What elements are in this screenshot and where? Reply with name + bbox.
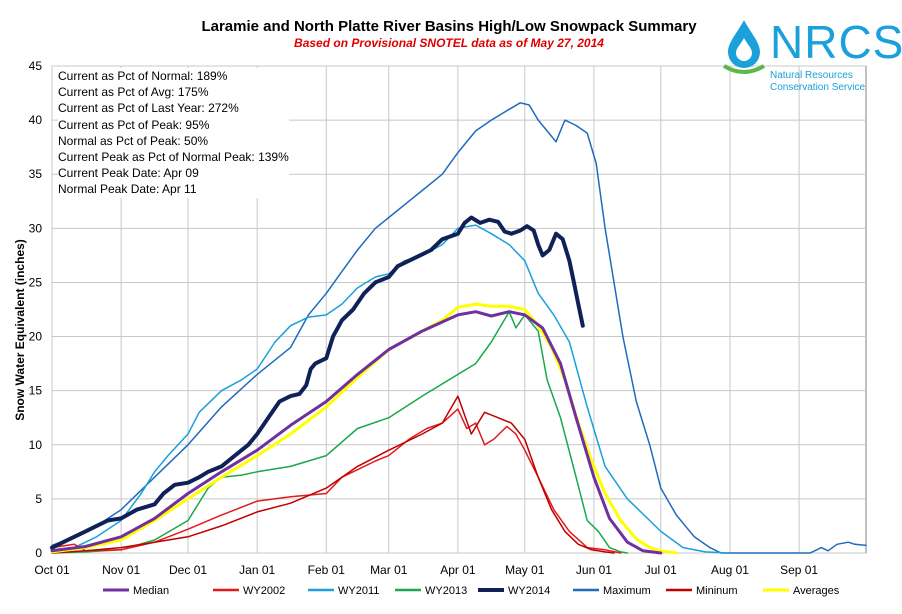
legend-label: Median	[133, 585, 169, 597]
x-tick-label: Nov 01	[102, 563, 140, 577]
series-lines	[50, 102, 867, 555]
logo-wordmark: NRCS	[770, 16, 902, 68]
y-tick-label: 30	[29, 221, 43, 235]
legend-label: Averages	[793, 585, 840, 597]
legend-label: WY2014	[508, 585, 550, 597]
series-line-wy2014	[50, 215, 585, 550]
legend-item-mininum: Mininum	[666, 585, 738, 597]
legend-item-median: Median	[103, 585, 169, 597]
y-axis-label: Snow Water Equivalent (inches)	[13, 239, 27, 421]
legend-item-wy2013: WY2013	[395, 585, 467, 597]
logo-line-2: Conservation Service	[770, 82, 866, 93]
y-tick-label: 35	[29, 167, 43, 181]
y-tick-label: 0	[35, 546, 42, 560]
legend-label: WY2013	[425, 585, 467, 597]
nrcs-logo: NRCS Natural Resources Conservation Serv…	[722, 18, 902, 98]
legend-label: WY2002	[243, 585, 285, 597]
y-tick-label: 20	[29, 330, 43, 344]
annotation-normal-peak-date: Normal Peak Date: Apr 11	[58, 182, 197, 197]
x-tick-label: Jun 01	[576, 563, 612, 577]
annotation-pct-normal: Current as Pct of Normal: 189%	[58, 69, 228, 83]
annotation-pct-last-year: Current as Pct of Last Year: 272%	[58, 101, 239, 116]
x-tick-label: Mar 01	[370, 563, 408, 577]
x-tick-labels: Oct 01 Nov 01 Dec 01 Jan 01 Feb 01 Mar 01 Apr …	[34, 563, 818, 577]
x-tick-label: Apr 01	[440, 563, 476, 577]
x-tick-label: Dec 01	[169, 563, 207, 577]
series-line-averages	[50, 302, 678, 555]
series-line-median	[50, 310, 663, 555]
legend-item-wy2002: WY2002	[213, 585, 285, 597]
annotation-pct-peak: Current as Pct of Peak: 95%	[58, 117, 210, 132]
legend-label: Maximum	[603, 585, 651, 597]
x-tick-label: Sep 01	[780, 563, 818, 577]
legend-label: Mininum	[696, 585, 738, 597]
annotation-peak-pct-normal-peak: Current Peak as Pct of Normal Peak: 139%	[58, 150, 289, 165]
series-line-maximum	[51, 102, 867, 554]
logo-line-1: Natural Resources	[770, 70, 853, 81]
x-tick-label: Oct 01	[34, 563, 70, 577]
chart-subtitle: Based on Provisional SNOTEL data as of M…	[294, 36, 604, 50]
series-line-wy2013	[51, 310, 629, 554]
y-tick-label: 10	[29, 438, 43, 452]
chart-title: Laramie and North Platte River Basins Hi…	[201, 18, 697, 35]
x-tick-label: Aug 01	[711, 563, 749, 577]
legend-item-wy2011: WY2011	[308, 585, 379, 597]
y-tick-label: 40	[29, 113, 43, 127]
x-tick-label: Jan 01	[239, 563, 275, 577]
x-tick-label: Feb 01	[308, 563, 346, 577]
y-tick-label: 5	[35, 492, 42, 506]
y-tick-label: 45	[29, 59, 43, 73]
x-tick-label: Jul 01	[645, 563, 677, 577]
x-tick-label: May 01	[505, 563, 545, 577]
y-tick-labels: 0 5 10 15 20 25 30 35 40 45	[29, 59, 43, 560]
y-tick-label: 15	[29, 384, 43, 398]
legend-label: WY2011	[338, 585, 379, 597]
annotation-pct-avg: Current as Pct of Avg: 175%	[58, 85, 209, 100]
annotation-current-peak-date: Current Peak Date: Apr 09	[58, 166, 199, 181]
legend-item-maximum: Maximum	[573, 585, 651, 597]
series-line-mininum	[51, 395, 615, 554]
series-line-wy2011	[51, 224, 729, 554]
annotation-normal-pct-peak: Normal as Pct of Peak: 50%	[58, 133, 209, 148]
legend-item-averages: Averages	[763, 585, 840, 597]
stats-annotation-box: Current as Pct of Normal: 189% Current a…	[58, 68, 289, 198]
y-tick-label: 25	[29, 275, 43, 289]
water-drop-icon	[722, 20, 766, 74]
legend-item-wy2014: WY2014	[478, 585, 550, 597]
legend: Median WY2002 WY2011 WY2013 WY2014 Maximum Min…	[103, 585, 840, 597]
